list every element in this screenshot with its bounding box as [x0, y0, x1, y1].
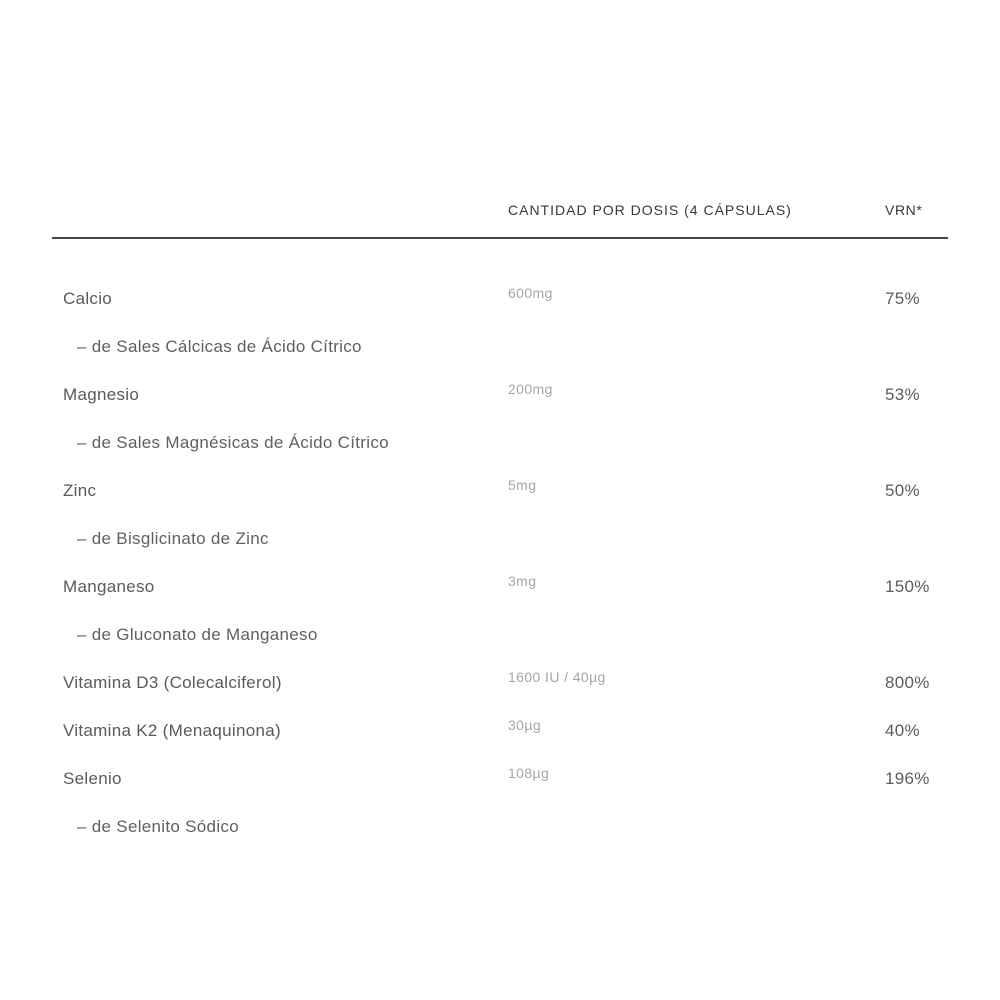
table-subrow-zinc-source: – de Bisglicinato de Zinc — [52, 530, 948, 550]
nutrient-name: Selenio — [63, 769, 122, 788]
nutrient-vrn: 150% — [885, 577, 930, 596]
nutrient-name: Magnesio — [63, 385, 140, 404]
column-header-amount-per-dose: CANTIDAD POR DOSIS (4 CÁPSULAS) — [508, 202, 792, 218]
nutrient-amount: 30µg — [508, 717, 542, 733]
nutrient-name: Manganeso — [63, 577, 155, 596]
nutrient-amount: 108µg — [508, 765, 550, 781]
nutrient-source: – de Sales Cálcicas de Ácido Cítrico — [77, 337, 362, 356]
nutrient-amount: 5mg — [508, 477, 537, 493]
nutrient-vrn: 40% — [885, 721, 920, 740]
nutrient-name: Zinc — [63, 481, 97, 500]
table-header-row: CANTIDAD POR DOSIS (4 CÁPSULAS) VRN* — [52, 198, 948, 239]
nutrient-name: Vitamina K2 (Menaquinona) — [63, 721, 281, 740]
table-row-manganeso: Manganeso 3mg 150% — [52, 573, 948, 598]
table-row-zinc: Zinc 5mg 50% — [52, 477, 948, 502]
nutrient-vrn: 75% — [885, 289, 920, 308]
table-subrow-manganeso-source: – de Gluconato de Manganeso — [52, 626, 948, 646]
table-row-vitamina-k2: Vitamina K2 (Menaquinona) 30µg 40% — [52, 717, 948, 742]
nutrient-source: – de Gluconato de Manganeso — [77, 625, 318, 644]
table-row-calcio: Calcio 600mg 75% — [52, 285, 948, 310]
table-subrow-magnesio-source: – de Sales Magnésicas de Ácido Cítrico — [52, 434, 948, 454]
nutrient-amount: 600mg — [508, 285, 553, 301]
column-header-vrn: VRN* — [885, 202, 923, 218]
nutrient-vrn: 50% — [885, 481, 920, 500]
nutrient-amount: 200mg — [508, 381, 553, 397]
table-row-magnesio: Magnesio 200mg 53% — [52, 381, 948, 406]
nutrient-amount: 1600 IU / 40µg — [508, 669, 606, 685]
nutrient-source: – de Selenito Sódico — [77, 817, 239, 836]
table-row-vitamina-d3: Vitamina D3 (Colecalciferol) 1600 IU / 4… — [52, 669, 948, 694]
nutrient-amount: 3mg — [508, 573, 537, 589]
table-row-selenio: Selenio 108µg 196% — [52, 765, 948, 790]
table-subrow-selenio-source: – de Selenito Sódico — [52, 818, 948, 838]
nutrient-source: – de Sales Magnésicas de Ácido Cítrico — [77, 433, 389, 452]
nutrient-vrn: 53% — [885, 385, 920, 404]
nutrient-vrn: 800% — [885, 673, 930, 692]
nutrient-name: Calcio — [63, 289, 113, 308]
nutrient-vrn: 196% — [885, 769, 930, 788]
supplement-facts-table: CANTIDAD POR DOSIS (4 CÁPSULAS) VRN* Cal… — [52, 198, 948, 859]
nutrient-name: Vitamina D3 (Colecalciferol) — [63, 673, 282, 692]
table-body: Calcio 600mg 75% – de Sales Cálcicas de … — [52, 239, 948, 859]
table-subrow-calcio-source: – de Sales Cálcicas de Ácido Cítrico — [52, 338, 948, 358]
nutrient-source: – de Bisglicinato de Zinc — [77, 529, 269, 548]
